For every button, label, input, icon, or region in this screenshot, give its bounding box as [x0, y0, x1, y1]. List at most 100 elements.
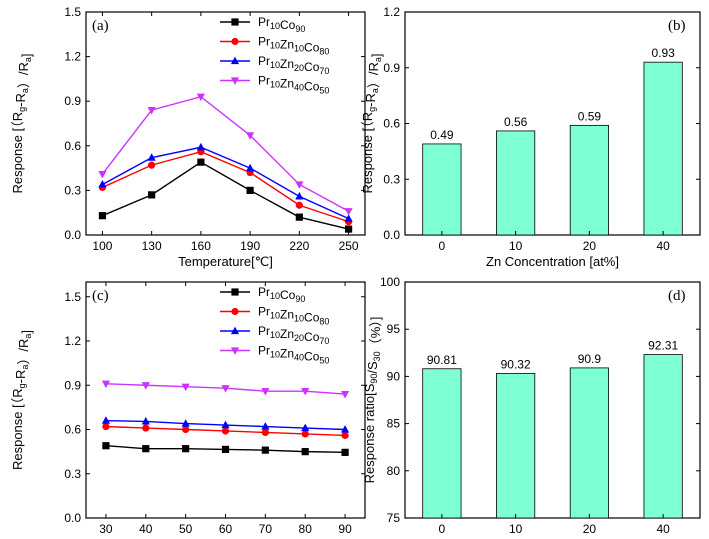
legend-marker [231, 18, 239, 26]
y-tick-label: 1.2 [64, 334, 81, 348]
x-tick-label: 30 [99, 522, 113, 536]
legend-entry: Pr10Co90 [220, 285, 305, 304]
legend-marker [230, 326, 240, 335]
bar-data-label: 90.32 [501, 357, 531, 371]
panel-tag: (b) [668, 18, 686, 34]
y-axis-label-text: Response ratio[S90/S30（%）] [362, 317, 383, 484]
x-tick-label: 0 [439, 239, 446, 253]
y-tick-label: 95 [387, 322, 401, 336]
data-point [261, 446, 269, 454]
y-tick-label: 0.3 [383, 172, 400, 186]
data-point [101, 416, 111, 424]
y-tick-label: 0.0 [383, 228, 400, 242]
data-point [301, 448, 309, 456]
data-point [102, 422, 110, 431]
x-axis-label: Zn Concentration [at%] [486, 537, 619, 539]
x-tick-label: 10 [509, 522, 523, 536]
y-tick-label: 0.9 [64, 94, 81, 108]
legend-label: Pr10Zn40Co50 [258, 344, 329, 366]
data-point [221, 420, 230, 429]
legend-entry: Pr10Zn20Co70 [220, 324, 329, 346]
x-axis-label: Zn Concentration [at%] [486, 254, 619, 269]
data-point [141, 382, 150, 390]
x-tick-label: 40 [139, 522, 153, 536]
data-point [341, 431, 349, 439]
data-point [221, 445, 230, 454]
data-point [221, 427, 230, 435]
bar-data-label: 90.81 [427, 353, 457, 367]
data-point [246, 186, 254, 194]
data-point [98, 212, 107, 220]
data-point [181, 419, 190, 427]
x-tick-label: 40 [656, 239, 670, 253]
x-axis-label: Relative Humidity [%] [164, 537, 288, 539]
data-point [344, 208, 353, 216]
x-tick-label: 190 [240, 239, 260, 253]
bar-data-label: 0.93 [651, 46, 675, 60]
legend-entry: Pr10Zn10Co80 [220, 35, 329, 57]
legend-label: Pr10Zn20Co70 [258, 54, 329, 76]
legend-label: Pr10Zn10Co80 [258, 35, 329, 57]
series-Pr10Zn40Co50 [101, 380, 350, 399]
data-point [340, 425, 350, 433]
x-axis-label: Temperature[℃] [178, 254, 273, 269]
bar-data-label: 0.59 [578, 109, 602, 123]
legend-marker [230, 77, 240, 85]
y-tick-label: 0.6 [64, 139, 81, 153]
legend-marker [231, 288, 239, 296]
x-tick-label: 20 [583, 239, 597, 253]
data-point [147, 153, 156, 161]
y-tick-label: 0.3 [64, 467, 81, 481]
x-tick-label: 0 [439, 522, 446, 536]
y-tick-label: 100 [380, 275, 400, 289]
legend-marker [230, 56, 240, 65]
bar [496, 372, 536, 519]
x-tick-label: 220 [289, 239, 309, 253]
series-Pr10Co90 [98, 158, 353, 233]
legend-label: Pr10Zn10Co80 [258, 305, 329, 327]
data-point [101, 380, 111, 389]
data-point [98, 180, 107, 188]
data-point [341, 448, 349, 456]
bar-data-label: 90.9 [578, 352, 602, 366]
y-axis-label: Response [（Rg-Ra）/Ra] [10, 53, 34, 193]
y-axis-label: Response ratio[S90/S30（%）] [362, 317, 383, 484]
data-point [246, 132, 255, 140]
bar [422, 143, 462, 236]
data-point [142, 424, 150, 432]
data-point [301, 388, 310, 396]
data-point [301, 423, 310, 432]
series-Pr10Zn20Co70 [98, 142, 353, 222]
panel-tag: (d) [668, 288, 686, 304]
legend-marker [231, 307, 239, 316]
x-tick-label: 70 [259, 522, 273, 536]
panel-d: 75 80 85 90 95 100 90.81 0 90.32 10 90.9 20 92.31 40 (… [380, 275, 701, 539]
legend-entry: Pr10Zn20Co70 [220, 54, 329, 76]
panel-b: 0.0 0.3 0.6 0.9 1.2 0.49 0 0.56 10 0.59 20 0.93 40 (b… [383, 5, 701, 269]
panel-tag: (c) [92, 288, 109, 304]
y-axis-label: Response [（Rg-Ra）/Ra] [10, 330, 34, 470]
y-tick-label: 0.9 [383, 61, 400, 75]
y-tick-label: 1.2 [64, 50, 81, 64]
x-tick-label: 80 [299, 522, 313, 536]
legend-entry: Pr10Co90 [220, 15, 305, 34]
data-point [344, 214, 353, 222]
data-point [295, 213, 303, 221]
bar [569, 367, 609, 519]
bar [496, 130, 536, 236]
y-tick-label: 75 [387, 511, 401, 525]
data-point [295, 191, 304, 200]
data-point [181, 383, 190, 392]
bar-data-label: 0.49 [430, 128, 454, 142]
y-axis-label-text: Response [（Rg-Ra）/Ra] [10, 53, 34, 193]
data-point [196, 142, 205, 151]
x-tick-label: 10 [509, 239, 523, 253]
y-tick-label: 80 [387, 464, 401, 478]
y-tick-label: 1.5 [64, 290, 81, 304]
data-point [295, 201, 303, 209]
legend-label: Pr10Co90 [258, 15, 305, 34]
data-point [344, 225, 353, 233]
panel-a: 100 130 160 190 220 250 0.0 0.3 0.6 0.9 1.2 1.5 Pr10… [64, 5, 366, 269]
y-axis-label-text: Response [（Rg-Ra）/Ra] [360, 53, 384, 193]
series-line [101, 95, 349, 212]
